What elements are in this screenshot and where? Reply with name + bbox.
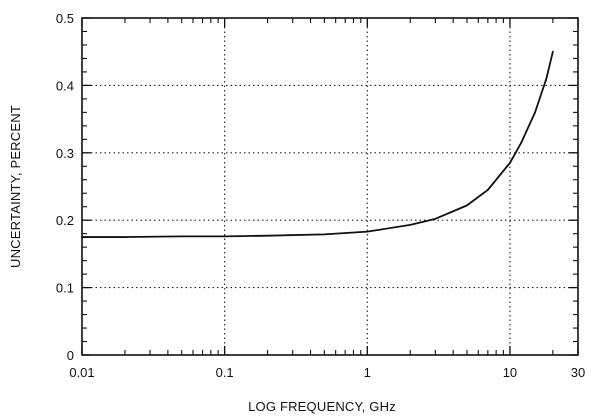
x-tick-label: 0.1 — [216, 365, 234, 380]
y-tick-label: 0.5 — [56, 11, 74, 26]
y-tick-label: 0.2 — [56, 213, 74, 228]
series-layer — [81, 50, 554, 238]
x-tick-label: 0.01 — [69, 365, 94, 380]
y-axis-label: UNCERTAINTY, PERCENT — [8, 105, 23, 268]
x-tick-label: 10 — [503, 365, 517, 380]
y-tick-label: 0.3 — [56, 146, 74, 161]
y-tick-label: 0.1 — [56, 281, 74, 296]
grid — [82, 18, 578, 355]
x-tick-label: 1 — [364, 365, 371, 380]
minor-ticks — [81, 17, 579, 356]
y-tick-label: 0 — [67, 348, 74, 363]
uncertainty-curve — [81, 50, 554, 238]
x-tick-labels: 0.01 0.1 1 10 30 — [69, 365, 585, 380]
plot-frame — [81, 17, 579, 356]
y-tick-label: 0.4 — [56, 78, 74, 93]
x-axis-label: LOG FREQUENCY, GHz — [248, 399, 396, 414]
x-tick-label: 30 — [571, 365, 585, 380]
y-tick-labels: 0 0.1 0.2 0.3 0.4 0.5 — [56, 11, 74, 363]
